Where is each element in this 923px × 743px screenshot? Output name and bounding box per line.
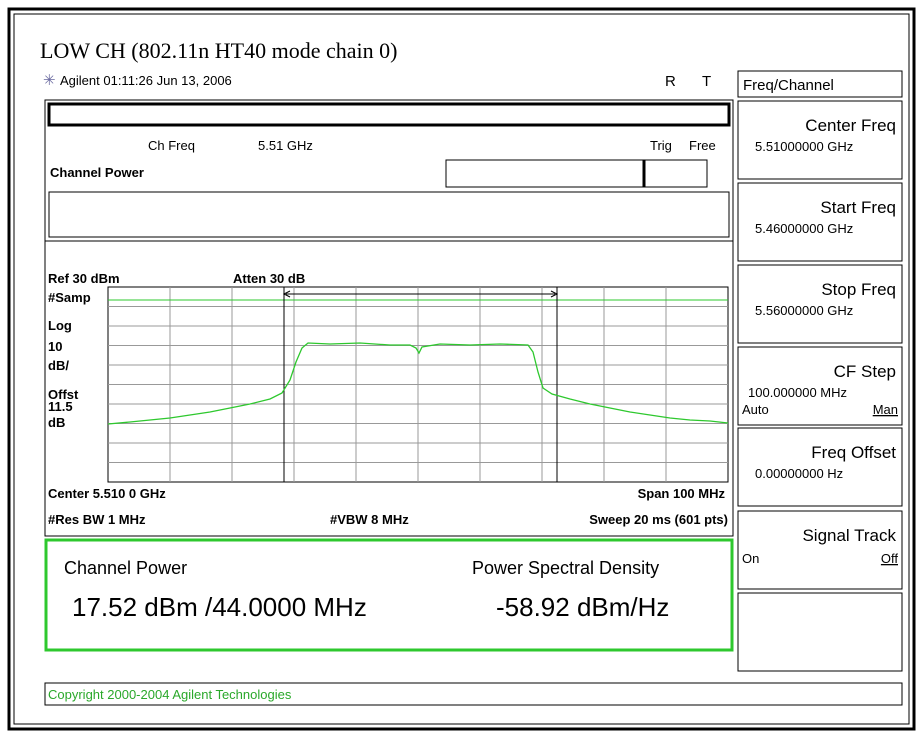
softkey[interactable] (737, 427, 903, 507)
softkey[interactable] (737, 592, 903, 672)
title: LOW CH (802.11n HT40 mode chain 0) (40, 38, 397, 63)
graticule (107, 286, 729, 483)
datetime: Agilent 01:11:26 Jun 13, 2006 (60, 73, 232, 88)
outer-frame (7, 7, 916, 731)
scale-label: Offst (48, 387, 79, 402)
box (445, 159, 645, 188)
arrow-heads (282, 290, 559, 298)
measurement: Channel Power (50, 165, 144, 180)
softkey-value: 5.46000000 GHz (755, 221, 853, 236)
softkey-option: Man (873, 402, 898, 417)
softkey-value: 5.51000000 GHz (755, 139, 853, 154)
inner-frame (13, 13, 910, 725)
softkey-label: Center Freq (805, 116, 896, 135)
softkeys: Center Freq 5.51000000 GHz Start Freq 5.460… (737, 100, 903, 672)
softkey-label: Signal Track (802, 526, 896, 545)
scale-label: 10 (48, 339, 62, 354)
softkey[interactable] (737, 182, 903, 262)
res-bw: #Res BW 1 MHz (48, 512, 146, 527)
menu-title: Freq/Channel (743, 77, 834, 94)
atten: Atten 30 dB (233, 271, 305, 286)
span: Span 100 MHz (638, 486, 726, 501)
scale-label: dB (48, 415, 65, 430)
status-t: T (702, 73, 711, 90)
menu-title-box (737, 70, 903, 98)
center: Center 5.510 0 GHz (48, 486, 166, 501)
ref-level: Ref 30 dBm (48, 271, 120, 286)
power-label: Channel Power (64, 558, 187, 578)
trig: Trig (650, 138, 672, 153)
softkey-value: 5.56000000 GHz (755, 303, 853, 318)
sweep: Sweep 20 ms (601 pts) (589, 512, 728, 527)
softkey-option: Auto (742, 402, 769, 417)
softkey-label: Stop Freq (821, 280, 896, 299)
softkey[interactable] (737, 264, 903, 344)
results-box (44, 538, 734, 652)
scale-label: #Samp (48, 290, 91, 305)
trace (107, 342, 729, 425)
trig-mode: Free (689, 138, 716, 153)
softkey-option: Off (881, 551, 898, 566)
scale-label: dB/ (48, 358, 69, 373)
icon: ✳ (43, 72, 56, 89)
entry-bar (47, 102, 731, 127)
ch-freq-label: Ch Freq (148, 138, 195, 153)
softkey-label: CF Step (834, 362, 896, 381)
softkey[interactable] (737, 100, 903, 180)
footer-bar (44, 682, 903, 706)
scale-label: 11.5 (48, 399, 73, 414)
psd-value: -58.92 dBm/Hz (496, 592, 669, 622)
softkey[interactable] (737, 346, 903, 426)
scale-label: Log (48, 318, 72, 333)
power-value: 17.52 dBm /44.0000 MHz (72, 592, 367, 622)
status-r: R (665, 73, 676, 90)
ch-freq: 5.51 GHz (258, 138, 313, 153)
softkey-value: 0.00000000 Hz (755, 466, 843, 481)
softkey-value: 100.000000 MHz (748, 385, 847, 400)
message-box (48, 191, 730, 238)
softkey-option: On (742, 551, 759, 566)
vbw: #VBW 8 MHz (330, 512, 409, 527)
screen (44, 99, 734, 537)
softkey-label: Freq Offset (811, 443, 896, 462)
copyright: Copyright 2000-2004 Agilent Technologies (48, 687, 292, 702)
softkey[interactable] (737, 510, 903, 590)
softkey-label: Start Freq (820, 198, 896, 217)
psd-label: Power Spectral Density (472, 558, 659, 578)
box (643, 159, 708, 188)
